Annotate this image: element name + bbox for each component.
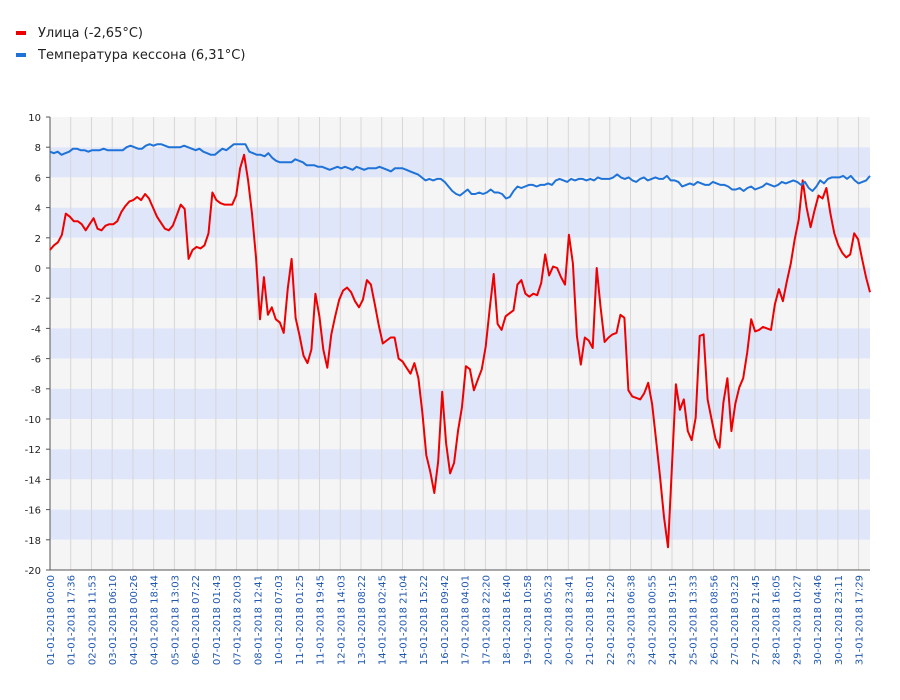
x-tick-label: 27-01-2018 03:23 xyxy=(730,575,741,665)
y-tick-label: -18 xyxy=(25,536,41,547)
x-tick-label: 21-01-2018 18:01 xyxy=(585,575,596,665)
y-tick-label: 2 xyxy=(35,234,41,245)
band xyxy=(50,328,870,359)
x-tick-label: 16-01-2018 09:42 xyxy=(440,575,451,665)
x-tick-label: 19-01-2018 10:58 xyxy=(523,575,534,665)
x-tick-label: 02-01-2018 11:53 xyxy=(87,575,98,665)
x-tick-label: 24-01-2018 00:55 xyxy=(647,575,658,665)
y-tick-label: -20 xyxy=(25,566,41,577)
legend-label-caisson: Температура кессона (6,31°C) xyxy=(38,47,246,63)
legend-swatch-street xyxy=(16,31,26,35)
band xyxy=(50,237,870,268)
y-tick-label: -14 xyxy=(25,475,41,486)
band xyxy=(50,147,870,178)
band xyxy=(50,358,870,389)
x-tick-label: 26-01-2018 08:56 xyxy=(709,575,720,665)
x-tick-label: 22-01-2018 12:20 xyxy=(606,575,617,665)
x-tick-label: 20-01-2018 05:23 xyxy=(544,575,555,665)
y-tick-label: 6 xyxy=(35,173,41,184)
x-tick-label: 05-01-2018 13:03 xyxy=(170,575,181,665)
series-caisson-line xyxy=(49,143,871,200)
x-tick-label: 04-01-2018 00:26 xyxy=(129,575,140,665)
y-tick-label: -8 xyxy=(31,385,41,396)
x-tick-label: 14-01-2018 21:04 xyxy=(398,575,409,665)
x-tick-label: 01-01-2018 17:36 xyxy=(67,575,78,665)
x-tick-label: 08-01-2018 12:41 xyxy=(253,575,264,665)
legend-swatch-caisson xyxy=(16,53,26,57)
band xyxy=(50,479,870,510)
x-tick-label: 06-01-2018 07:22 xyxy=(191,575,202,665)
x-tick-label: 01-01-2018 00:00 xyxy=(46,575,57,665)
x-tick-label: 17-01-2018 22:20 xyxy=(481,575,492,665)
x-axis-ticks: 01-01-2018 00:00 01-01-2018 17:36 02-01-20… xyxy=(46,575,866,665)
x-tick-label: 07-01-2018 20:03 xyxy=(233,575,244,665)
legend-label-street: Улица (-2,65°C) xyxy=(38,25,143,41)
axes xyxy=(49,117,870,571)
legend-item-street[interactable]: Улица (-2,65°C) xyxy=(16,22,245,44)
band xyxy=(50,268,870,299)
x-tick-label: 07-01-2018 01:43 xyxy=(212,575,223,665)
x-tick-label: 28-01-2018 16:05 xyxy=(772,575,783,665)
band xyxy=(50,177,870,208)
y-tick-label: -12 xyxy=(25,445,41,456)
x-tick-label: 14-01-2018 02:45 xyxy=(378,575,389,665)
x-tick-label: 04-01-2018 18:44 xyxy=(150,575,161,665)
y-tick-label: -4 xyxy=(31,324,41,335)
vertical-gridlines xyxy=(49,117,860,570)
x-tick-label: 11-01-2018 01:25 xyxy=(295,575,306,665)
background-bands xyxy=(50,117,870,570)
y-axis-ticks: 10 8 6 4 2 0 -2 -4 -6 -8 -10 -12 -14 -16 -18 -20 xyxy=(25,113,50,577)
band xyxy=(50,509,870,540)
y-tick-label: -10 xyxy=(25,415,41,426)
band xyxy=(50,449,870,480)
x-tick-label: 24-01-2018 19:15 xyxy=(668,575,679,665)
x-tick-label: 23-01-2018 06:38 xyxy=(627,575,638,665)
x-tick-label: 15-01-2018 15:22 xyxy=(419,575,430,665)
y-tick-label: 8 xyxy=(35,143,41,154)
x-tick-label: 03-01-2018 06:10 xyxy=(108,575,119,665)
legend: Улица (-2,65°C) Температура кессона (6,3… xyxy=(16,22,245,66)
y-tick-label: 4 xyxy=(35,204,41,215)
band xyxy=(50,539,870,570)
x-tick-label: 17-01-2018 04:01 xyxy=(461,575,472,665)
series-lines xyxy=(49,143,871,549)
x-tick-label: 18-01-2018 16:40 xyxy=(502,575,513,665)
x-tick-label: 30-01-2018 23:11 xyxy=(834,575,845,665)
y-tick-label: -16 xyxy=(25,506,41,517)
y-tick-label: -2 xyxy=(31,294,41,305)
x-tick-label: 13-01-2018 08:22 xyxy=(357,575,368,665)
x-tick-label: 20-01-2018 23:41 xyxy=(564,575,575,665)
x-tick-label: 10-01-2018 07:03 xyxy=(274,575,285,665)
x-tick-label: 25-01-2018 13:33 xyxy=(689,575,700,665)
legend-item-caisson[interactable]: Температура кессона (6,31°C) xyxy=(16,44,245,66)
band xyxy=(50,298,870,329)
y-tick-label: 10 xyxy=(28,113,41,124)
x-tick-label: 29-01-2018 10:27 xyxy=(792,575,803,665)
x-tick-label: 11-01-2018 19:45 xyxy=(316,575,327,665)
x-tick-label: 27-01-2018 21:45 xyxy=(751,575,762,665)
x-tick-label: 30-01-2018 04:46 xyxy=(813,575,824,665)
band xyxy=(50,117,870,148)
y-tick-label: -6 xyxy=(31,355,41,366)
x-tick-label: 12-01-2018 14:03 xyxy=(336,575,347,665)
series-street-line xyxy=(49,153,871,549)
y-tick-label: 0 xyxy=(35,264,41,275)
x-tick-label: 31-01-2018 17:29 xyxy=(855,575,866,665)
